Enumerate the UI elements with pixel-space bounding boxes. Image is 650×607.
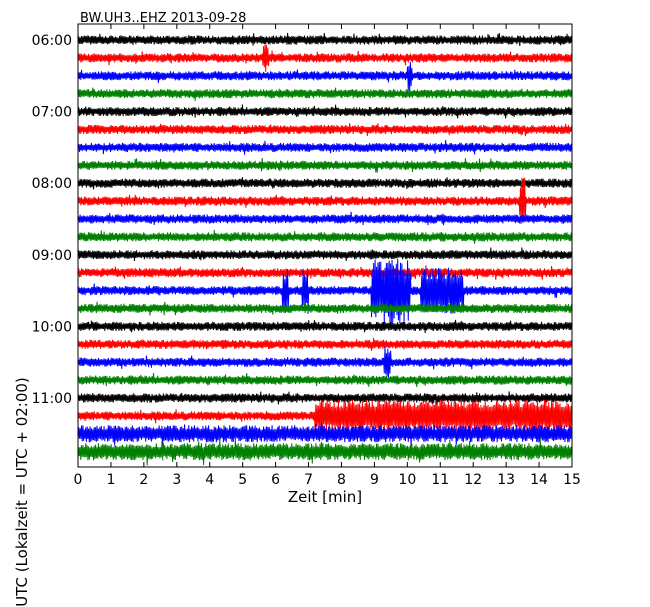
x-tick-label: 9 — [370, 472, 379, 488]
seismic-trace — [78, 258, 572, 324]
chart-title: BW.UH3..EHZ 2013-09-28 — [80, 11, 247, 26]
x-tick-label: 3 — [172, 472, 181, 488]
seismic-trace — [78, 421, 572, 447]
x-tick-label: 4 — [205, 472, 214, 488]
seismogram-plot: 0 1 2 3 4 5 6 7 8 9 10 11 12 13 14 15 06:0007:0008:0009… — [32, 23, 581, 488]
y-tick-label: 09:00 — [32, 248, 72, 264]
x-tick-label: 1 — [106, 472, 115, 488]
seismic-trace — [78, 32, 572, 47]
y-axis-label: UTC (Lokalzeit = UTC + 02:00) — [13, 377, 31, 607]
seismic-trace — [78, 265, 572, 280]
seismic-trace — [78, 337, 572, 351]
seismic-trace — [78, 177, 572, 225]
seismic-trace — [78, 346, 572, 378]
x-tick-label: 0 — [74, 472, 83, 488]
x-tick-label: 2 — [139, 472, 148, 488]
x-tick-label: 13 — [497, 472, 515, 488]
x-tick-label: 14 — [530, 472, 548, 488]
x-axis: 0 1 2 3 4 5 6 7 8 9 10 11 12 13 14 15 — [74, 24, 581, 488]
seismic-trace — [78, 123, 572, 137]
seismic-trace — [78, 87, 572, 101]
seismic-trace — [78, 157, 572, 173]
x-tick-label: 6 — [271, 472, 280, 488]
seismic-trace — [78, 104, 572, 119]
seismic-trace — [78, 177, 572, 190]
seismic-trace — [78, 229, 572, 244]
trace-group — [78, 32, 572, 466]
seismic-trace — [78, 391, 572, 405]
seismic-trace — [78, 372, 572, 387]
seismic-trace — [78, 62, 572, 92]
x-axis-label: Zeit [min] — [287, 488, 363, 506]
y-tick-label: 11:00 — [32, 391, 72, 407]
x-tick-label: 10 — [398, 472, 416, 488]
x-tick-label: 7 — [304, 472, 313, 488]
y-tick-label: 07:00 — [32, 105, 72, 121]
x-tick-label: 11 — [431, 472, 449, 488]
seismic-trace — [78, 247, 572, 262]
y-tick-label: 06:00 — [32, 33, 72, 49]
x-tick-label: 5 — [238, 472, 247, 488]
y-tick-label: 10:00 — [32, 319, 72, 335]
x-tick-label: 8 — [337, 472, 346, 488]
y-axis: 06:00 07:00 08:00 09:00 10:00 11:00 — [32, 33, 572, 407]
seismic-trace — [78, 44, 572, 72]
seismic-trace — [78, 399, 572, 433]
x-tick-label: 15 — [563, 472, 581, 488]
y-tick-label: 08:00 — [32, 176, 72, 192]
seismic-trace — [78, 211, 572, 226]
seismic-trace — [78, 319, 572, 334]
plot-frame — [77, 23, 573, 468]
seismic-trace — [78, 438, 572, 466]
seismic-trace — [78, 301, 572, 316]
x-tick-label: 12 — [464, 472, 482, 488]
seismic-trace — [78, 140, 572, 155]
